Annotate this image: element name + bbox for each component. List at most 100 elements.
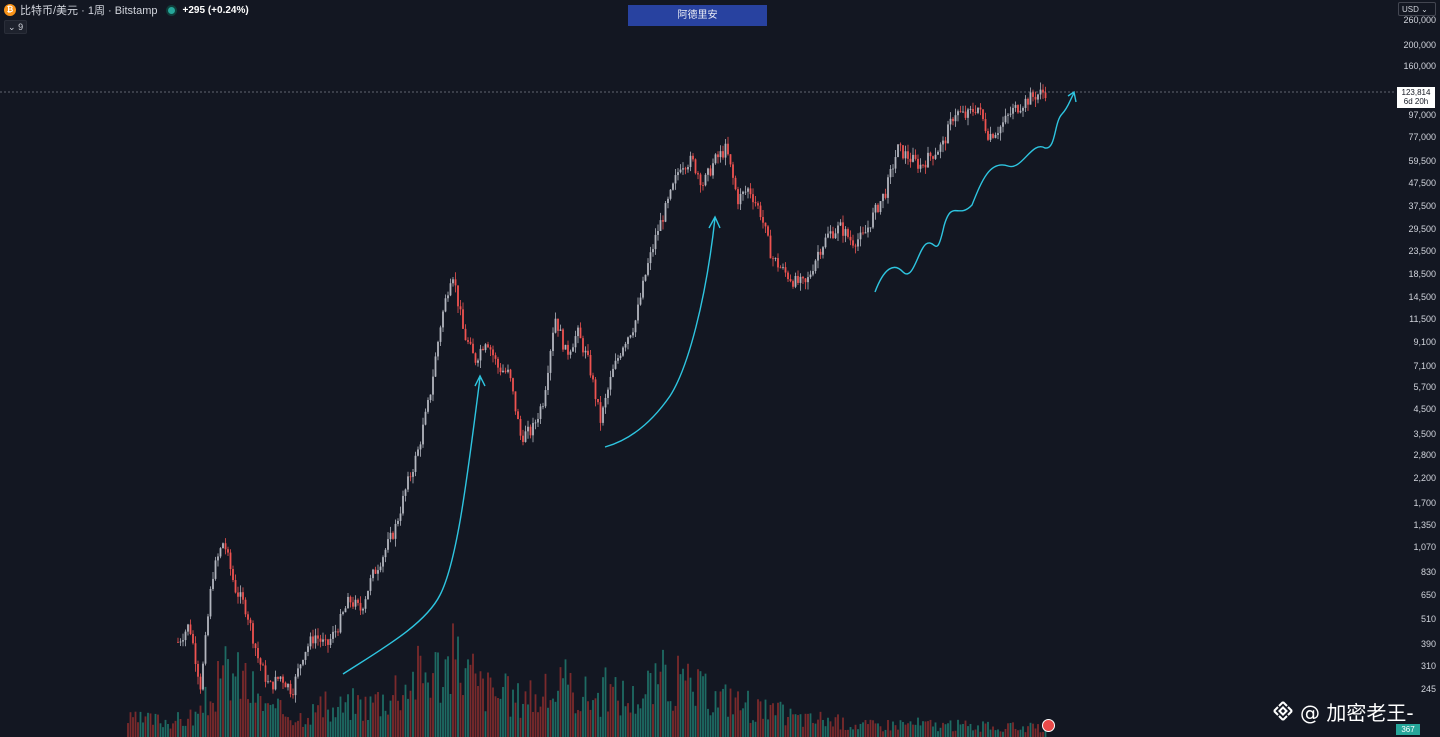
candle-body [674,175,677,184]
candle-body [217,556,219,561]
volume-bar [287,717,289,737]
candle-body [917,158,919,169]
candle-body [914,154,917,159]
candle-body [1044,92,1047,99]
candle-body [514,391,517,412]
indicator-collapse-button[interactable]: ⌄ 9 [4,20,28,34]
candle-body [244,599,247,615]
volume-bar [247,699,249,737]
event-flag-icon[interactable] [1042,719,1055,732]
volume-bar [367,719,369,737]
candle-body [722,151,724,158]
volume-bar [517,683,519,737]
candle-body [867,227,869,233]
volume-bar [562,678,564,737]
candle-body [942,140,944,145]
volume-bar [309,724,312,737]
candle-body [527,426,529,432]
volume-bar [462,695,464,737]
price-tick: 1,070 [1413,542,1436,553]
volume-bar [997,729,999,737]
candle-body [859,232,862,240]
candle-body [502,370,504,373]
candle-body [774,258,777,259]
candle-body [332,631,334,639]
volume-bar [342,712,344,737]
candle-body [587,350,589,355]
candle-body [899,144,902,146]
symbol-title[interactable]: 比特币/美元 · 1周 · Bitstamp [20,5,158,17]
candle-body [819,251,822,255]
candle-body [312,636,314,644]
volume-bars [127,623,1047,737]
volume-bar [729,688,732,737]
volume-bar [487,672,489,737]
candle-body [759,205,762,218]
price-tick: 7,100 [1413,360,1436,371]
volume-bar [154,713,157,737]
volume-bar [537,712,539,737]
candle-body [219,548,222,557]
volume-bar [429,697,432,737]
candle-body [949,118,952,125]
volume-bar [352,688,354,737]
volume-bar [234,676,237,737]
volume-bar [764,699,767,737]
volume-bar [679,674,682,737]
volume-bar [922,721,924,737]
candle-body [757,203,759,206]
candle-body [809,274,812,278]
volume-bar [302,726,304,737]
volume-bar [557,690,559,737]
volume-bar [127,723,129,737]
volume-bar [1012,722,1014,737]
volume-bar [879,726,882,737]
candle-body [329,638,332,645]
candle-body [907,151,909,159]
candle-body [662,220,664,222]
candle-body [619,355,622,359]
candle-body [802,276,804,279]
candle-body [492,349,494,356]
volume-bar [239,698,242,737]
candle-body [344,608,347,613]
volume-bar [684,680,687,737]
candle-body [569,351,572,355]
candle-body [319,638,322,642]
volume-bar [832,726,834,737]
volume-bar [609,684,612,737]
candle-body [902,145,904,159]
price-tick: 310 [1420,661,1436,672]
price-tick: 37,500 [1408,200,1436,211]
volume-bar [637,704,639,737]
volume-bar [414,699,417,737]
candle-body [267,681,269,683]
candle-body [377,570,379,574]
volume-bar [674,705,677,737]
volume-bar [647,670,649,737]
candle-body [299,664,302,669]
price-chart[interactable] [0,0,1395,737]
volume-bar [539,706,542,737]
candle-body [944,140,947,144]
candle-body [609,376,612,390]
volume-bar [147,712,149,737]
volume-bar [1042,731,1044,737]
volume-bar [627,703,629,737]
price-axis[interactable]: 260,000 200,000 160,000 97,000 77,000 59,500 4… [1395,0,1440,737]
candle-body [237,592,239,597]
volume-bar [722,688,724,737]
candle-body [519,419,522,436]
volume-bar [447,656,449,737]
volume-bar [827,717,829,737]
volume-bar [677,655,679,737]
volume-bar [292,725,294,737]
currency-select[interactable]: USD ⌄ [1398,2,1436,16]
volume-bar [477,686,479,737]
trend-annotations [342,90,1077,675]
volume-bar [284,716,287,737]
volume-bar [354,713,357,737]
candle-body [1017,105,1019,113]
candle-body [704,174,707,186]
candle-body [372,569,374,579]
